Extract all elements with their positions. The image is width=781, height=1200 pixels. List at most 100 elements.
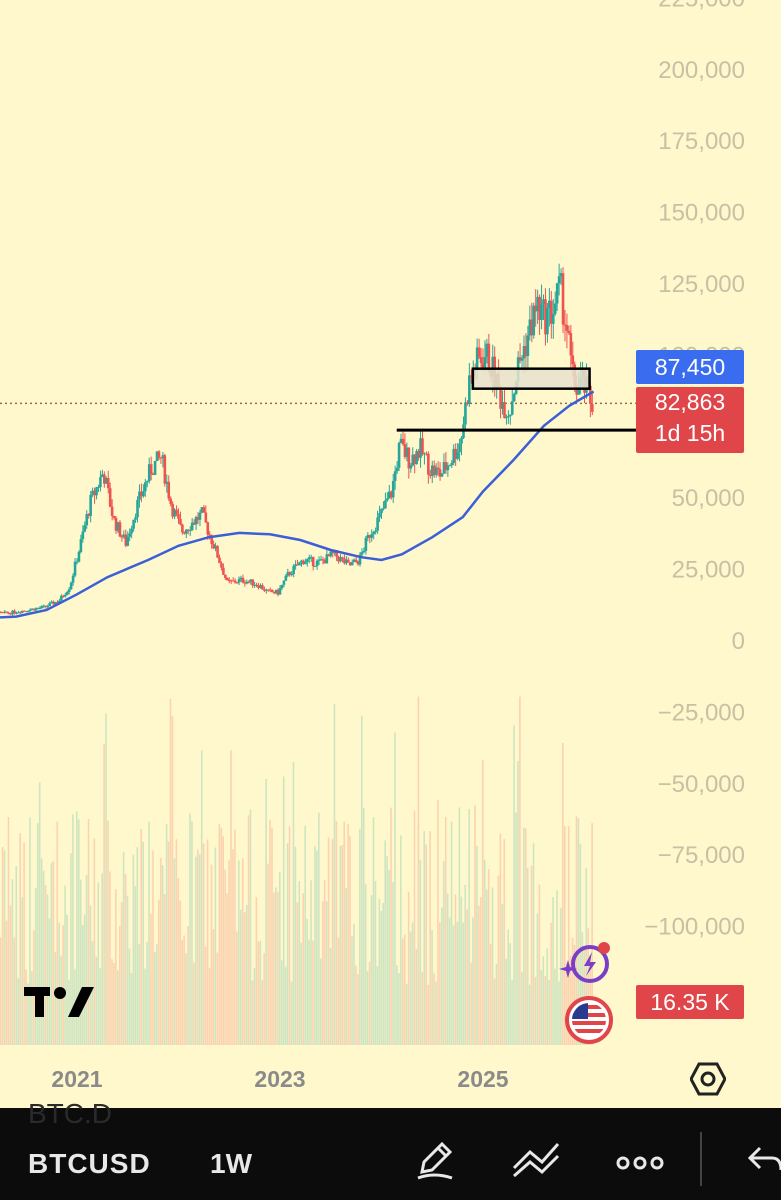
volume-bar	[54, 951, 57, 1045]
volume-bar	[308, 939, 310, 1045]
volume-bar	[446, 893, 449, 1045]
candle-body	[268, 589, 272, 591]
volume-bar	[241, 858, 244, 1045]
volume-bar	[528, 984, 531, 1045]
candle-body	[530, 319, 534, 336]
volume-bar	[126, 895, 129, 1045]
volume-bar	[466, 909, 468, 1045]
volume-bar	[167, 841, 170, 1045]
volume-bar	[144, 968, 146, 1045]
volume-bar	[462, 922, 465, 1045]
volume-bar	[360, 715, 363, 1045]
volume-bar	[565, 962, 568, 1045]
symbol-button[interactable]: BTCUSD	[28, 1148, 151, 1179]
volume-bar	[429, 831, 431, 1045]
volume-bar	[146, 942, 148, 1045]
volume-bar	[179, 900, 182, 1045]
candle-body	[311, 556, 315, 567]
candle-body	[411, 454, 415, 466]
volume-bar	[468, 808, 470, 1045]
volume-bar	[185, 953, 187, 1045]
pencil-icon[interactable]	[414, 1138, 456, 1180]
candle-body	[62, 595, 65, 597]
candle-body	[464, 402, 467, 425]
us-flag-icon[interactable]	[563, 996, 615, 1044]
volume-bar	[130, 972, 133, 1045]
candle-body	[553, 303, 557, 314]
candle-body	[466, 402, 469, 405]
y-tick-label: 50,000	[672, 485, 745, 512]
candle-body	[419, 438, 422, 458]
volume-bar	[569, 955, 572, 1045]
trendline-icon[interactable]	[510, 1138, 562, 1180]
candle-body	[200, 507, 204, 513]
settings-hexagon-icon[interactable]	[690, 1062, 726, 1096]
candle-body	[368, 535, 372, 538]
candle-body	[46, 606, 50, 608]
volume-bar	[415, 948, 418, 1045]
volume-bar	[7, 816, 10, 1045]
undo-icon[interactable]	[746, 1138, 781, 1178]
volume-bar	[556, 890, 558, 1045]
volume-bar	[72, 814, 74, 1045]
candle-body	[194, 517, 198, 525]
candle-body	[386, 498, 389, 501]
ai-sparkle-icon[interactable]	[556, 940, 612, 986]
volume-bar	[115, 889, 117, 1045]
candle-body	[477, 347, 481, 358]
candle-body	[167, 481, 171, 499]
candle-body	[499, 387, 502, 409]
volume-bar	[421, 971, 424, 1045]
candle-body	[395, 467, 399, 472]
y-tick-label: 225,000	[658, 0, 745, 12]
candle-body	[401, 438, 405, 445]
volume-bar	[419, 859, 422, 1045]
volume-bar	[284, 966, 287, 1045]
volume-bar	[282, 776, 285, 1045]
candle-body	[510, 401, 514, 415]
volume-bar	[532, 843, 535, 1045]
compare-symbol-label: BTC.D	[28, 1098, 112, 1129]
candle-body	[9, 613, 12, 615]
volume-bar	[515, 812, 517, 1045]
candle-body	[30, 608, 34, 610]
resistance-zone[interactable]	[471, 367, 591, 390]
candle-body	[210, 535, 213, 545]
candle-body	[67, 589, 71, 592]
volume-bar	[526, 867, 529, 1045]
volume-bar	[542, 956, 545, 1045]
volume-bar	[193, 962, 195, 1045]
interval-button[interactable]: 1W	[210, 1148, 252, 1179]
volume-bar	[177, 877, 180, 1045]
candle-body	[222, 567, 225, 575]
candle-body	[91, 490, 94, 495]
volume-bar	[456, 921, 459, 1045]
volume-bar	[124, 874, 127, 1045]
volume-bar	[474, 805, 476, 1045]
tradingview-logo[interactable]	[24, 983, 94, 1019]
volume-bar	[480, 897, 482, 1045]
volume-bar	[62, 925, 64, 1045]
candle-body	[567, 330, 571, 334]
volume-bar	[103, 744, 105, 1045]
price-tag-blue: 87,450	[636, 350, 744, 384]
volume-bar	[267, 863, 269, 1045]
volume-bar	[56, 821, 59, 1045]
candle-body	[202, 507, 206, 513]
candle-body	[352, 559, 356, 563]
candle-body	[218, 557, 221, 564]
candle-body	[32, 608, 36, 611]
candle-body	[19, 612, 22, 614]
volume-bar	[200, 750, 203, 1045]
price-chart[interactable]: 225,000200,000175,000150,000125,000100,0…	[0, 0, 781, 1108]
volume-bar	[259, 940, 262, 1045]
candle-body	[165, 481, 169, 484]
volume-bar	[460, 896, 463, 1045]
more-icon[interactable]	[616, 1156, 664, 1170]
candle-body	[284, 575, 288, 581]
volume-bar	[280, 960, 283, 1045]
candle-body	[7, 612, 10, 614]
volume-bar	[296, 902, 299, 1045]
volume-bar	[228, 860, 230, 1045]
candle-body	[104, 477, 108, 484]
